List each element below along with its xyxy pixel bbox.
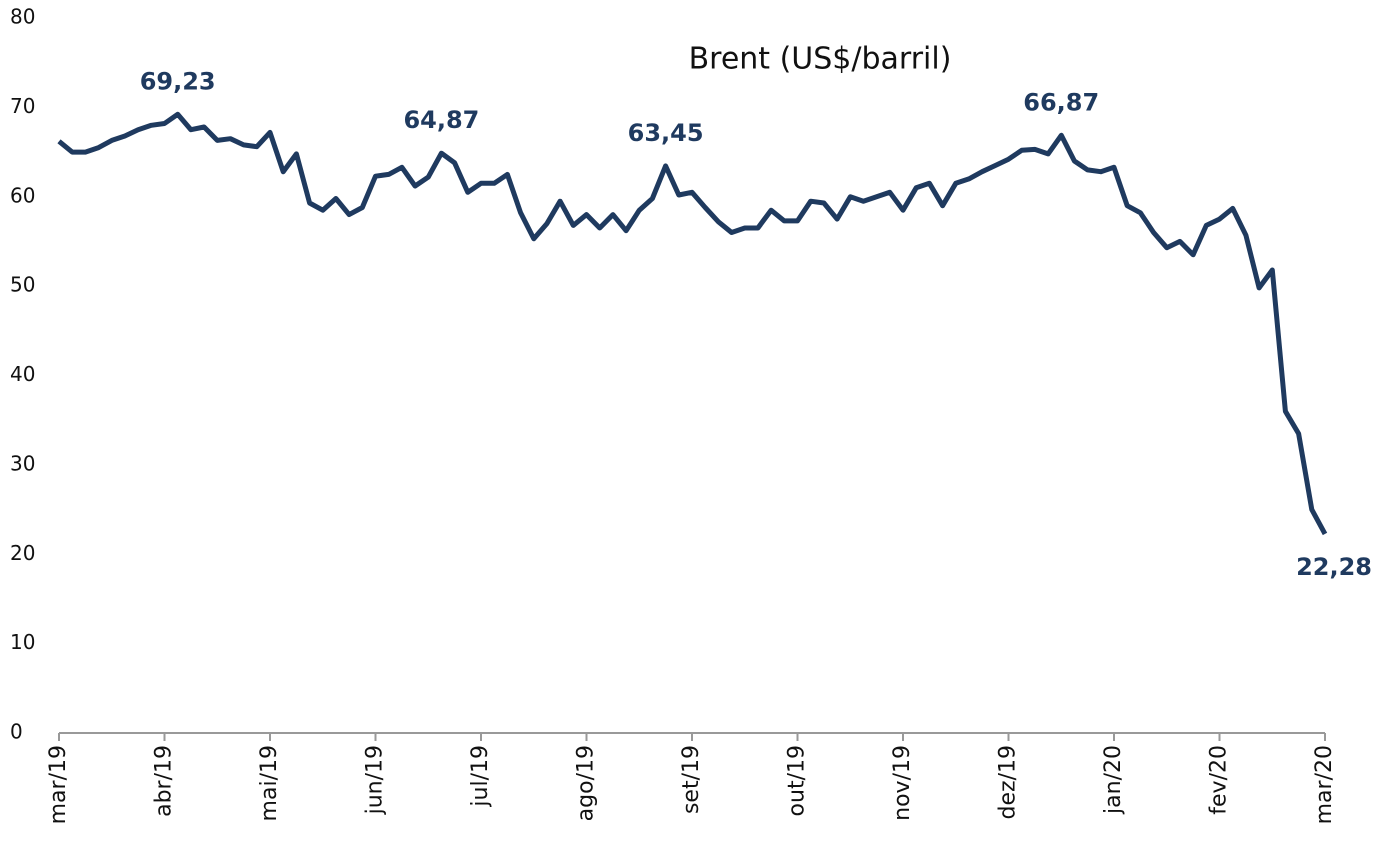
- data-line: [57, 111, 1328, 536]
- y-tick-label: 20: [10, 541, 35, 565]
- x-tick-label: jan/20: [1101, 745, 1126, 815]
- x-tick-label: nov/19: [890, 745, 915, 821]
- y-tick-label: 10: [10, 630, 35, 654]
- x-tick-label: ago/19: [574, 745, 599, 821]
- x-tick-label: out/19: [785, 745, 810, 816]
- x-tick-label: mar/20: [1312, 745, 1337, 824]
- x-tick-label: jun/19: [363, 745, 388, 815]
- y-tick-label: 0: [10, 720, 23, 744]
- y-tick-label: 70: [10, 94, 35, 118]
- y-tick-label: 30: [10, 451, 35, 475]
- x-tick-label: mai/19: [257, 745, 282, 821]
- x-tick-label: mar/19: [46, 745, 71, 824]
- x-tick-label: fev/20: [1207, 745, 1232, 815]
- y-tick-label: 80: [10, 5, 35, 29]
- value-label: 22,28: [1296, 553, 1372, 581]
- x-tick-label: dez/19: [996, 745, 1021, 819]
- y-tick-label: 60: [10, 183, 35, 207]
- value-label: 63,45: [628, 119, 704, 147]
- value-label: 66,87: [1023, 88, 1099, 116]
- value-label: 64,87: [403, 106, 479, 134]
- x-tick-label: abr/19: [152, 745, 177, 817]
- chart-title: Brent (US$/barril): [689, 42, 952, 77]
- y-tick-label: 50: [10, 273, 35, 297]
- x-tick-label: jul/19: [468, 745, 493, 808]
- value-label: 69,23: [140, 67, 216, 95]
- y-tick-label: 40: [10, 362, 35, 386]
- x-tick-label: set/19: [679, 745, 704, 814]
